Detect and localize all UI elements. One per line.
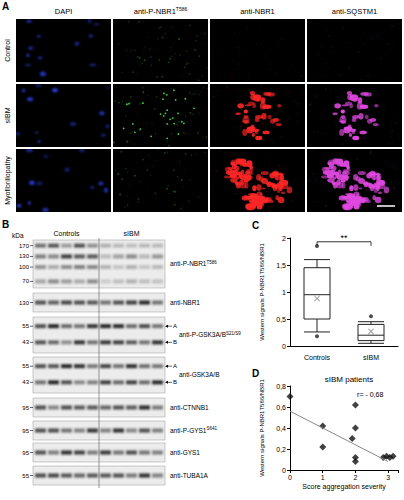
svg-text:Score aggregation severity: Score aggregation severity	[302, 483, 386, 491]
svg-text:0,6: 0,6	[276, 404, 286, 411]
svg-text:1: 1	[321, 474, 325, 481]
svg-text:Controls: Controls	[53, 230, 80, 237]
svg-text:anti-SQSTM1: anti-SQSTM1	[332, 7, 377, 16]
svg-text:Western signals P-NBR1T586/NBR: Western signals P-NBR1T586/NBR1	[259, 243, 265, 341]
svg-text:B: B	[2, 219, 9, 230]
svg-text:Control: Control	[4, 39, 11, 62]
svg-text:3: 3	[386, 474, 390, 481]
svg-text:70: 70	[22, 278, 29, 284]
svg-text:130: 130	[19, 300, 30, 306]
svg-text:sIBM patients: sIBM patients	[325, 375, 373, 384]
svg-text:**: **	[340, 233, 348, 243]
svg-text:anti-P-NBR1T586: anti-P-NBR1T586	[170, 260, 217, 268]
svg-text:Western signals P-NBR1T586/NBR: Western signals P-NBR1T586/NBR1	[259, 379, 265, 477]
svg-text:anti-CTNNB1: anti-CTNNB1	[170, 404, 209, 411]
svg-text:0,8: 0,8	[276, 383, 286, 390]
svg-text:55: 55	[22, 363, 29, 369]
svg-text:55: 55	[22, 323, 29, 329]
svg-text:anti-P-NBR1T586: anti-P-NBR1T586	[134, 6, 188, 16]
svg-text:sIBM: sIBM	[4, 107, 11, 123]
svg-text:C: C	[252, 220, 259, 231]
svg-text:170: 170	[19, 243, 30, 249]
svg-text:95: 95	[22, 428, 29, 434]
svg-text:B: B	[173, 339, 177, 345]
svg-text:anti-P-GSK3A/BS21/S9: anti-P-GSK3A/BS21/S9	[179, 331, 241, 339]
svg-text:A: A	[2, 1, 9, 12]
svg-text:1: 1	[282, 289, 286, 296]
svg-text:95: 95	[22, 450, 29, 456]
svg-text:anti-NBR1: anti-NBR1	[170, 299, 200, 306]
svg-text:1,5: 1,5	[276, 262, 286, 269]
svg-text:A: A	[173, 323, 177, 329]
svg-text:43: 43	[22, 339, 29, 345]
svg-text:sIBM: sIBM	[363, 354, 379, 361]
svg-text:43: 43	[22, 379, 29, 385]
svg-text:anti-GSK3A/B: anti-GSK3A/B	[179, 371, 219, 378]
svg-text:kDa: kDa	[12, 232, 24, 239]
svg-text:0,2: 0,2	[276, 446, 286, 453]
svg-text:A: A	[173, 363, 177, 369]
svg-text:anti-NBR1: anti-NBR1	[240, 7, 275, 16]
svg-text:0,4: 0,4	[276, 425, 286, 432]
svg-text:DAPI: DAPI	[55, 7, 73, 16]
svg-text:100: 100	[19, 264, 30, 270]
svg-text:anti-TUBA1A: anti-TUBA1A	[170, 472, 209, 479]
svg-text:sIBM: sIBM	[124, 230, 140, 237]
svg-text:2: 2	[354, 474, 358, 481]
svg-text:Myofibrillopathy: Myofibrillopathy	[4, 156, 12, 205]
svg-text:anti-GYS1: anti-GYS1	[170, 449, 200, 456]
svg-text:D: D	[252, 368, 259, 379]
svg-text:130: 130	[19, 253, 30, 259]
svg-text:anti-P-GYS1S641: anti-P-GYS1S641	[170, 426, 218, 434]
svg-text:2: 2	[282, 235, 286, 242]
svg-text:0: 0	[288, 474, 292, 481]
svg-text:0: 0	[282, 467, 286, 474]
svg-text:55: 55	[22, 473, 29, 479]
svg-text:0,5: 0,5	[276, 316, 286, 323]
svg-text:B: B	[173, 379, 177, 385]
svg-text:95: 95	[22, 405, 29, 411]
svg-text:Controls: Controls	[304, 354, 331, 361]
svg-text:r= - 0,68: r= - 0,68	[357, 391, 383, 398]
svg-text:0: 0	[282, 343, 286, 350]
